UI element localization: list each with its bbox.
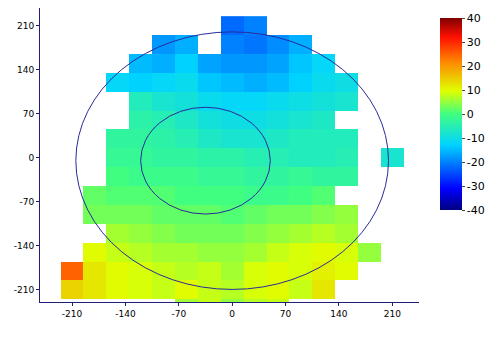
svg-text:-40: -40 <box>467 204 485 217</box>
svg-text:-140: -140 <box>115 309 136 319</box>
svg-text:70: 70 <box>280 309 292 319</box>
svg-text:-70: -70 <box>171 309 186 319</box>
svg-text:-30: -30 <box>467 180 485 193</box>
svg-text:140: 140 <box>330 309 347 319</box>
svg-text:-140: -140 <box>14 241 35 251</box>
svg-text:210: 210 <box>384 309 401 319</box>
svg-text:20: 20 <box>467 60 481 73</box>
svg-text:0: 0 <box>467 108 474 121</box>
svg-text:0: 0 <box>229 309 235 319</box>
svg-text:210: 210 <box>17 21 34 31</box>
svg-text:70: 70 <box>23 109 35 119</box>
svg-text:-70: -70 <box>19 197 34 207</box>
svg-text:-10: -10 <box>467 132 485 145</box>
svg-text:0: 0 <box>28 153 34 163</box>
svg-text:140: 140 <box>17 65 34 75</box>
svg-text:10: 10 <box>467 84 481 97</box>
svg-text:-210: -210 <box>62 309 83 319</box>
svg-text:30: 30 <box>467 36 481 49</box>
svg-text:40: 40 <box>467 12 481 25</box>
svg-text:-20: -20 <box>467 156 485 169</box>
svg-text:-210: -210 <box>14 285 35 295</box>
